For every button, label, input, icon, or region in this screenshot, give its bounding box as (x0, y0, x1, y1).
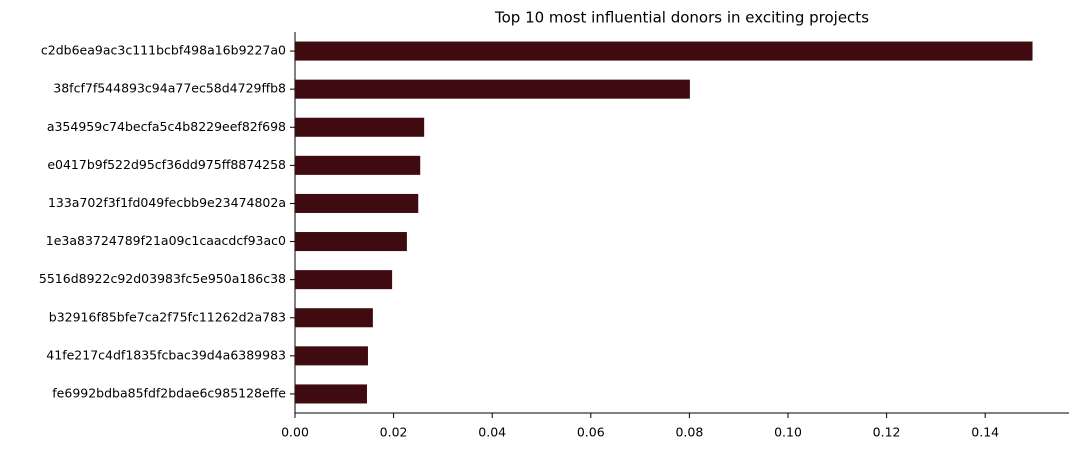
y-tick-label: b32916f85bfe7ca2f75fc11262d2a783 (49, 309, 286, 324)
y-tick-label: a354959c74becfa5c4b8229eef82f698 (47, 119, 286, 134)
y-tick-label: 1e3a83724789f21a09c1caacdcf93ac0 (46, 233, 286, 248)
bar (295, 308, 373, 328)
bar (295, 384, 367, 404)
bar (295, 232, 407, 252)
y-tick-label: fe6992bdba85fdf2bdae6c985128effe (52, 385, 286, 400)
x-tick-label: 0.10 (774, 425, 802, 440)
y-tick-label: 41fe217c4df1835fcbac39d4a6389983 (46, 347, 286, 362)
bar (295, 155, 421, 175)
y-tick-label: 38fcf7f544893c94a77ec58d4729ffb8 (53, 81, 286, 96)
y-tick-label: 133a702f3f1fd049fecbb9e23474802a (48, 195, 286, 210)
bar (295, 346, 368, 366)
x-tick-label: 0.06 (577, 425, 605, 440)
x-tick-label: 0.08 (675, 425, 703, 440)
x-tick-label: 0.12 (873, 425, 901, 440)
bar (295, 193, 419, 213)
y-tick-label: e0417b9f522d95cf36dd975ff8874258 (47, 157, 286, 172)
x-tick-label: 0.14 (971, 425, 999, 440)
bar (295, 41, 1033, 61)
bar (295, 270, 393, 290)
x-tick-label: 0.00 (281, 425, 309, 440)
chart-title: Top 10 most influential donors in exciti… (494, 9, 869, 27)
x-tick-label: 0.02 (380, 425, 408, 440)
y-tick-label: 5516d8922c92d03983fc5e950a186c38 (39, 271, 286, 286)
x-tick-label: 0.04 (478, 425, 506, 440)
y-tick-label: c2db6ea9ac3c111bcbf498a16b9227a0 (41, 43, 286, 58)
bar (295, 79, 690, 99)
bar (295, 117, 425, 137)
